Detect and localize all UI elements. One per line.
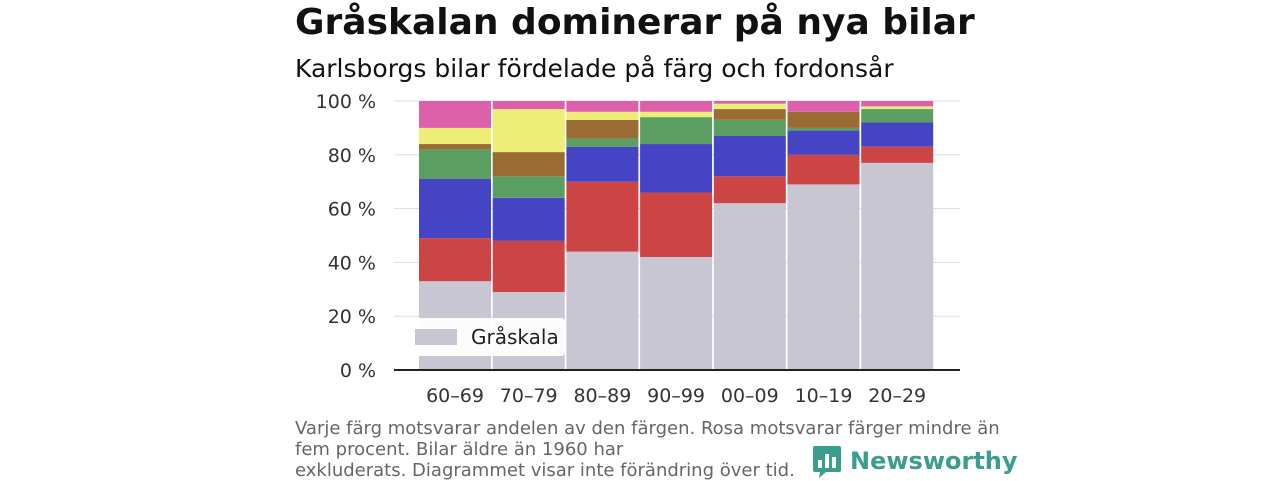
bar-segment bbox=[787, 184, 860, 370]
brand-name: Newsworthy bbox=[850, 447, 1018, 475]
bar-segment bbox=[713, 101, 786, 104]
x-tick-label: 20–29 bbox=[868, 385, 926, 407]
bar-segment bbox=[861, 101, 934, 107]
y-tick-label: 0 % bbox=[340, 360, 376, 382]
bar-chart-icon bbox=[813, 446, 841, 478]
bar-segment bbox=[787, 111, 860, 128]
bar-segment bbox=[861, 146, 934, 163]
bar-segment bbox=[566, 101, 639, 112]
y-tick-label: 60 % bbox=[328, 199, 376, 221]
x-tick-label: 90–99 bbox=[647, 385, 705, 407]
bar-segment bbox=[419, 149, 491, 180]
bar-segment bbox=[713, 103, 786, 110]
y-tick-label: 20 % bbox=[328, 306, 376, 328]
bar-segment bbox=[492, 240, 565, 292]
bar-segment bbox=[861, 109, 934, 123]
y-tick-label: 100 % bbox=[316, 91, 376, 113]
bar-segment bbox=[640, 192, 713, 258]
bar-segment bbox=[713, 176, 786, 204]
bar-segment bbox=[787, 127, 860, 131]
bar-segment bbox=[640, 257, 713, 370]
bar-segment bbox=[787, 154, 860, 185]
footnote-line-2: fem procent. Bilar äldre än 1960 har bbox=[295, 439, 624, 460]
bar-segment bbox=[492, 176, 565, 198]
bar-segment bbox=[566, 119, 639, 139]
chart-title: Gråskalan dominerar på nya bilar bbox=[295, 2, 975, 43]
bar-segment bbox=[419, 238, 491, 282]
bar-segment bbox=[492, 101, 565, 110]
bar-segment bbox=[640, 144, 713, 193]
y-tick-label: 40 % bbox=[328, 252, 376, 274]
newsworthy-logo: Newsworthy bbox=[812, 444, 1018, 478]
bar-segment bbox=[566, 181, 639, 252]
bar-segment bbox=[713, 119, 786, 136]
bar-segment bbox=[492, 152, 565, 177]
x-tick-label: 10–19 bbox=[795, 385, 853, 407]
bar-segment bbox=[640, 101, 713, 112]
bar-segment bbox=[787, 101, 860, 112]
legend-entry: Gråskala bbox=[471, 325, 559, 349]
bar-segment bbox=[566, 251, 639, 370]
bar-segment bbox=[419, 101, 491, 128]
x-tick-label: 60–69 bbox=[426, 385, 484, 407]
bar-segment bbox=[713, 135, 786, 177]
footnote-line-3: exkluderats. Diagrammet visar inte förän… bbox=[295, 460, 795, 481]
bar-segment bbox=[419, 179, 491, 239]
bar-segment bbox=[713, 203, 786, 370]
x-tick-label: 00–09 bbox=[721, 385, 779, 407]
bar-segment bbox=[492, 109, 565, 153]
footnote-line-1: Varje färg motsvarar andelen av den färg… bbox=[295, 418, 1000, 439]
bar-segment bbox=[861, 122, 934, 147]
bar-segment bbox=[492, 197, 565, 241]
y-tick-label: 80 % bbox=[328, 145, 376, 167]
bar-segment bbox=[566, 146, 639, 182]
bar-segment bbox=[419, 144, 491, 150]
bar-segment bbox=[713, 109, 786, 120]
bar-segment bbox=[640, 117, 713, 145]
chart-subtitle: Karlsborgs bilar fördelade på färg och f… bbox=[295, 54, 894, 83]
bar-segment bbox=[566, 138, 639, 147]
legend-swatch bbox=[415, 329, 457, 345]
x-tick-label: 80–89 bbox=[573, 385, 631, 407]
footnote: Varje färg motsvarar andelen av den färg… bbox=[295, 418, 1000, 481]
bar-segment bbox=[861, 106, 934, 110]
bar-segment bbox=[861, 162, 934, 370]
x-tick-label: 70–79 bbox=[500, 385, 558, 407]
bar-segment bbox=[566, 111, 639, 120]
legend-box bbox=[405, 318, 565, 356]
bar-segment bbox=[787, 130, 860, 155]
bar-segment bbox=[419, 127, 491, 145]
bar-segment bbox=[640, 111, 713, 118]
